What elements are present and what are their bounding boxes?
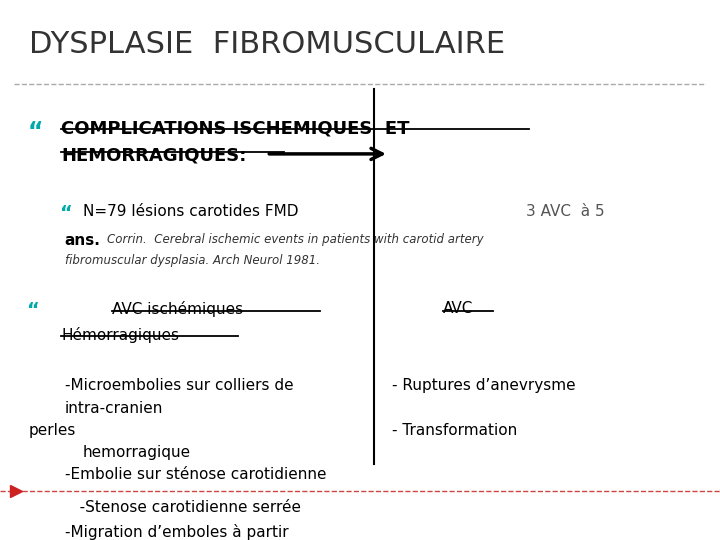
Text: -Embolie sur sténose carotidienne: -Embolie sur sténose carotidienne: [65, 467, 326, 482]
Text: ans.: ans.: [65, 233, 101, 248]
Text: HEMORRAGIQUES:: HEMORRAGIQUES:: [61, 147, 246, 165]
Text: “: “: [60, 204, 73, 223]
Text: Hémorragiques: Hémorragiques: [61, 327, 179, 343]
Text: intra-cranien: intra-cranien: [65, 401, 163, 416]
Text: perles: perles: [29, 423, 76, 438]
Text: Corrin.  Cerebral ischemic events in patients with carotid artery: Corrin. Cerebral ischemic events in pati…: [107, 233, 483, 246]
Text: N=79 lésions carotides FMD: N=79 lésions carotides FMD: [83, 204, 298, 219]
Text: COMPLICATIONS ISCHEMIQUES  ET: COMPLICATIONS ISCHEMIQUES ET: [61, 120, 410, 138]
Text: “: “: [27, 120, 43, 144]
Text: AVC: AVC: [443, 301, 473, 316]
Text: AVC ischémiques: AVC ischémiques: [112, 301, 243, 318]
Text: “: “: [27, 301, 40, 320]
Text: -Migration d’emboles à partir: -Migration d’emboles à partir: [65, 524, 289, 540]
Text: -Stenose carotidienne serrée: -Stenose carotidienne serrée: [65, 500, 301, 515]
Text: fibromuscular dysplasia. Arch Neurol 1981.: fibromuscular dysplasia. Arch Neurol 198…: [65, 254, 320, 267]
Text: -Microembolies sur colliers de: -Microembolies sur colliers de: [65, 378, 294, 393]
Text: DYSPLASIE  FIBROMUSCULAIRE: DYSPLASIE FIBROMUSCULAIRE: [29, 30, 505, 59]
Text: - Transformation: - Transformation: [392, 423, 518, 438]
Text: hemorragique: hemorragique: [83, 446, 191, 461]
Text: - Ruptures d’anevrysme: - Ruptures d’anevrysme: [392, 378, 576, 393]
Text: 3 AVC  à 5: 3 AVC à 5: [526, 204, 604, 219]
